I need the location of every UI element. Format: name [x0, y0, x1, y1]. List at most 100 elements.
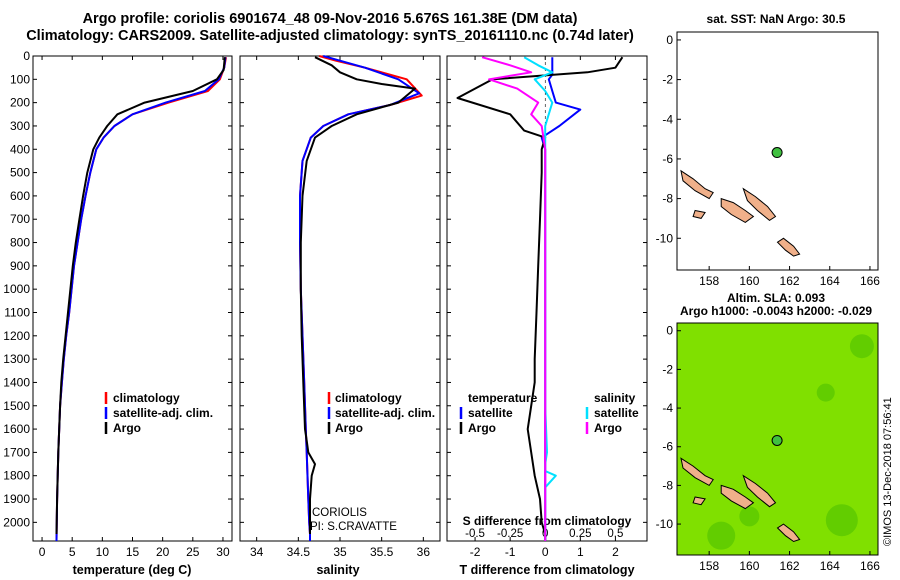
series-line-temperature-argo [456, 56, 624, 541]
difference-axes-frame [446, 55, 648, 542]
map-x-tick-label: 164 [820, 559, 840, 573]
y-tick-label: 1400 [3, 375, 30, 389]
series-line-climatology [299, 55, 423, 541]
map-y-tick-label: 0 [666, 33, 673, 47]
x-tick-label: 5 [69, 545, 76, 559]
legend-s-argo-label: Argo [594, 421, 622, 435]
map-y-tick-label: -4 [662, 112, 673, 126]
y-tick-label: 1500 [3, 399, 30, 413]
series-line-salinity-argo [481, 56, 547, 541]
x-tick-label: 10 [96, 545, 110, 559]
map-y-tick-label: -10 [656, 517, 674, 531]
temperature-legend: climatology satellite-adj. clim. Argo [104, 391, 213, 435]
y-tick-label: 1800 [3, 469, 30, 483]
difference-xlabel: T difference from climatology [459, 563, 634, 577]
series-line-argo [299, 56, 416, 534]
y-tick-label: 1300 [3, 352, 30, 366]
x-tick-label: 25 [186, 545, 200, 559]
y-tick-label: 1100 [4, 305, 30, 319]
legend-temperature-header: temperature [468, 391, 538, 405]
series-line-temperature-satellite [540, 57, 582, 541]
difference-xlabel-top: S difference from climatology [463, 514, 632, 528]
y-tick-label: 1700 [3, 445, 30, 459]
x-tick-label-salinity: 0.25 [569, 528, 591, 540]
x-tick-label: 2 [612, 545, 619, 559]
map-x-tick-label: 162 [780, 559, 800, 573]
sla-patch [707, 521, 736, 550]
map-y-tick-label: -8 [662, 192, 673, 206]
legend-argo-label: Argo [335, 421, 363, 435]
temperature-axes-frame [32, 55, 233, 542]
salinity-axes-frame [239, 55, 441, 542]
legend-climatology-label: climatology [113, 391, 180, 405]
x-tick-label: 1 [577, 545, 584, 559]
map-y-tick-label: -4 [662, 401, 673, 415]
sla-map-title-line2: Argo h1000: -0.0043 h2000: -0.029 [679, 304, 873, 318]
map-x-tick-label: 158 [699, 559, 719, 573]
map-y-tick-label: -8 [662, 478, 673, 492]
x-tick-label: 35.5 [370, 545, 394, 559]
island-shape [742, 474, 777, 508]
map-x-tick-label: 166 [860, 559, 880, 573]
map-x-tick-label: 160 [739, 274, 759, 288]
y-tick-label: 500 [10, 166, 30, 180]
sla-map-title-line1: Altim. SLA: 0.093 [726, 291, 826, 305]
sla-patch [825, 504, 858, 537]
island-shape [680, 457, 714, 487]
institution-label: CORIOLIS [312, 507, 367, 519]
series-line-argo [55, 57, 226, 535]
y-tick-label: 700 [10, 212, 30, 226]
temperature-xlabel: temperature (deg C) [73, 563, 192, 577]
y-tick-label: 1900 [3, 492, 30, 506]
map-x-tick-label: 166 [860, 274, 880, 288]
y-tick-label: 200 [10, 96, 30, 110]
x-tick-label: -2 [470, 545, 481, 559]
legend-s-satellite-label: satellite [594, 406, 639, 420]
x-tick-label-salinity: -0.5 [465, 528, 485, 540]
series-line-satellite-adj-clim- [299, 55, 421, 541]
island-shape [776, 237, 801, 257]
y-tick-label: 1600 [3, 422, 30, 436]
x-tick-label-salinity: 0.5 [607, 528, 623, 540]
map-y-tick-label: -6 [662, 152, 673, 166]
island-shape [680, 169, 714, 200]
figure-title-line1: Argo profile: coriolis 6901674_48 09-Nov… [82, 11, 578, 27]
x-tick-label: 0 [39, 545, 46, 559]
y-tick-label: 800 [10, 236, 30, 250]
y-tick-label: 400 [10, 142, 30, 156]
map-x-tick-label: 158 [699, 274, 719, 288]
y-tick-label: 1200 [3, 329, 30, 343]
x-tick-label: 36 [417, 545, 431, 559]
sla-patch [849, 334, 874, 359]
map-y-tick-label: 0 [666, 324, 673, 338]
x-tick-label-salinity: -0.25 [497, 528, 523, 540]
x-tick-label: 35 [333, 545, 347, 559]
island-shape [720, 484, 755, 510]
salinity-legend: climatology satellite-adj. clim. Argo [327, 391, 435, 435]
map-x-tick-label: 164 [820, 274, 840, 288]
legend-argo-label: Argo [113, 421, 141, 435]
y-tick-label: 1000 [3, 282, 30, 296]
profile-position-marker [771, 147, 783, 159]
legend-satellite-label: satellite-adj. clim. [335, 406, 435, 420]
figure-title-line2: Climatology: CARS2009. Satellite-adjuste… [26, 28, 634, 44]
legend-salinity-header: salinity [594, 391, 636, 405]
series-line-salinity-satellite [523, 56, 557, 541]
chart-marks: 0100200300400500600700800900100011001200… [3, 33, 880, 573]
x-tick-label: 0 [542, 545, 549, 559]
map-y-tick-label: -6 [662, 440, 673, 454]
series-line-climatology [55, 57, 227, 542]
island-shape [742, 187, 777, 222]
pi-label: PI: S.CRAVATTE [310, 521, 397, 533]
map-y-tick-label: -2 [662, 73, 673, 87]
map-y-tick-label: -10 [656, 231, 674, 245]
y-tick-label: 600 [10, 189, 30, 203]
x-tick-label: 34 [250, 545, 264, 559]
x-tick-label: -1 [505, 545, 516, 559]
x-tick-label: 15 [126, 545, 140, 559]
map-x-tick-label: 160 [739, 559, 759, 573]
y-tick-label: 100 [10, 72, 30, 86]
island-shape [692, 496, 706, 506]
y-tick-label: 900 [10, 259, 30, 273]
